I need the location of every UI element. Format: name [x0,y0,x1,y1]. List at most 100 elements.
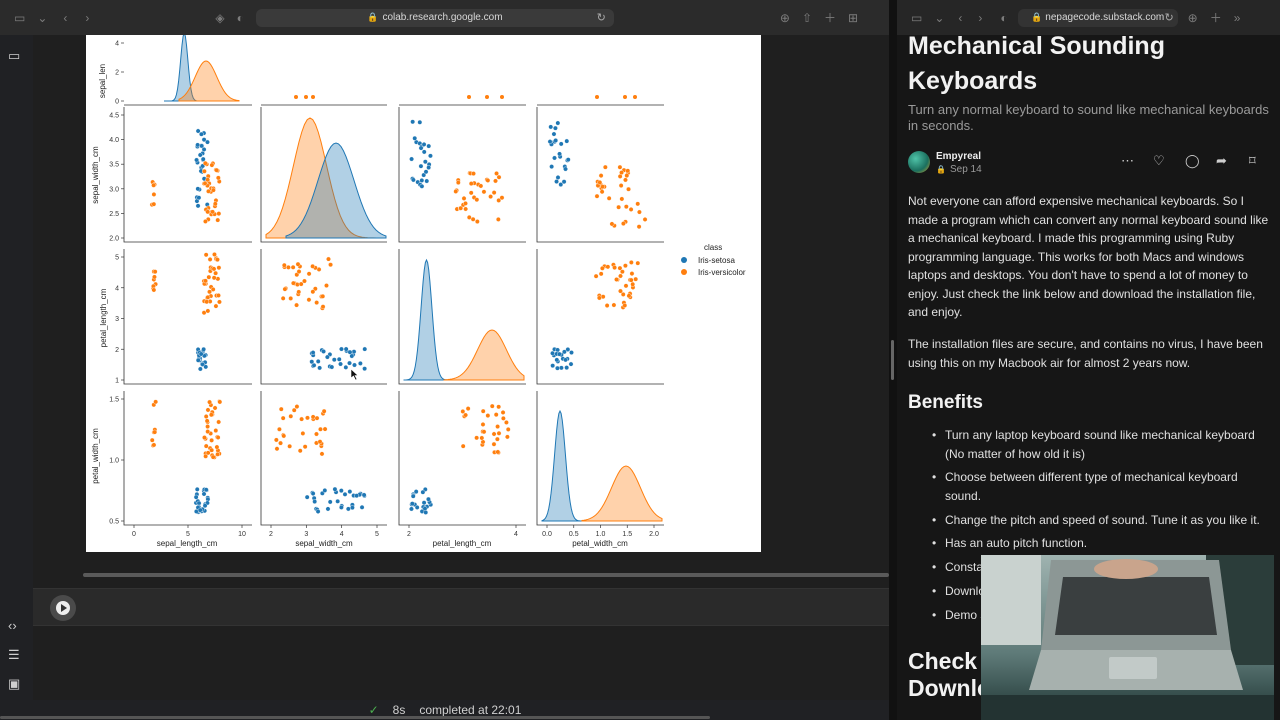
output-horizontal-scrollbar[interactable] [83,573,889,577]
scatter-point-versicolor [505,427,511,432]
chevron-down-icon[interactable]: ⌄ [37,10,48,25]
webcam-image [981,555,1274,720]
new-tab-icon[interactable]: ＋ [1209,10,1222,25]
y-tick-label: 2 [115,70,119,77]
status-scrollbar[interactable] [0,716,710,719]
scatter-point-versicolor [598,173,604,179]
code-cell[interactable] [33,588,889,626]
y-tick-label: 3.5 [109,162,119,169]
more-icon[interactable]: ⋯ [1121,153,1134,168]
tab-overview-icon[interactable]: ⊞ [848,10,859,25]
scatter-point-setosa [413,489,419,495]
right-url-text: nepagecode.substack.com [1045,12,1165,23]
scatter-point-versicolor [210,287,216,292]
scatter-point-setosa [194,157,199,163]
x-tick-label: 4 [340,531,344,538]
scatter-point-versicolor [636,224,642,230]
right-url-bar[interactable]: 🔒 nepagecode.substack.com ↻ [1017,8,1178,27]
new-tab-icon[interactable]: ＋ [824,10,837,25]
legend-label-versicolor: Iris-versicolor [698,268,746,277]
y-tick-label: 2.5 [109,211,119,218]
scatter-point-versicolor [217,299,222,305]
scatter-point-versicolor [306,271,312,277]
left-url-bar[interactable]: 🔒 colab.research.google.com ↻ [255,8,614,27]
play-icon [56,601,70,615]
scatter-point-versicolor [291,407,297,413]
run-cell-button[interactable] [50,595,76,621]
scatter-point-setosa [339,346,344,352]
kde-versicolor [443,329,525,381]
scatter-point-versicolor [295,261,301,267]
scatter-point-versicolor [207,289,212,295]
scatter-point-setosa [317,365,323,371]
scatter-point-setosa [421,172,427,178]
scatter-point-versicolor [618,183,624,188]
scatter-point-versicolor [496,198,502,203]
scatter-point-setosa [548,124,554,130]
avatar[interactable] [908,151,930,173]
x-tick-label: 5 [375,531,379,538]
chevron-down-icon[interactable]: ⌄ [934,10,945,25]
kde-versicolor [265,117,377,239]
x-tick-label: 10 [238,531,246,538]
scatter-point-setosa [199,131,204,137]
scatter-point-setosa [362,346,368,352]
chevron-right-icon[interactable]: › [85,10,90,25]
scatter-point-setosa [347,360,352,366]
reload-icon[interactable]: ↻ [596,12,606,24]
panel-axis [398,391,526,526]
scatter-point-setosa [198,351,204,357]
download-icon[interactable]: ⊕ [1187,10,1198,25]
chevron-left-icon[interactable]: ‹ [63,10,68,25]
sidebar-icon[interactable]: ▭ [911,10,923,25]
comment-icon[interactable]: ◯ [1185,153,1200,168]
panel-axis [398,107,526,243]
folder-icon[interactable]: ▭ [8,48,21,63]
reader-icon[interactable]: ◐ [1000,10,1008,25]
more-tabs-icon[interactable]: » [1233,10,1241,25]
scatter-point-setosa [349,353,355,359]
share-icon[interactable]: ⇧ [801,10,813,25]
scatter-point-setosa [203,487,209,493]
command-palette-icon[interactable]: ☰ [8,647,20,662]
divider-handle[interactable] [891,340,894,380]
scatter-point-versicolor [595,95,599,99]
x-tick-label: 2.0 [649,531,659,538]
kde-versicolor [581,465,663,522]
scatter-point-setosa [421,149,427,155]
scatter-point-setosa [195,357,201,363]
scatter-point-setosa [195,203,201,209]
scatter-point-setosa [203,364,209,370]
scatter-point-versicolor [474,435,480,441]
scatter-point-setosa [347,489,353,495]
scatter-point-versicolor [203,278,208,284]
scatter-point-versicolor [614,277,619,282]
chevron-left-icon[interactable]: ‹ [958,10,963,25]
download-icon[interactable]: ⊕ [779,10,790,25]
chevron-right-icon[interactable]: › [978,10,983,25]
scatter-point-versicolor [314,300,320,306]
code-snippets-icon[interactable]: ‹› [8,618,17,633]
scatter-point-versicolor [485,413,491,418]
scatter-point-versicolor [474,197,480,203]
publish-date: 🔒 Sep 14 [936,164,982,175]
sidebar-icon[interactable]: ▭ [14,10,26,25]
reader-icon[interactable]: ◐ [236,10,244,25]
scatter-point-versicolor [204,299,210,305]
x-label-sepal-length: sepal_length_cm [157,539,218,548]
scatter-point-versicolor [460,409,466,414]
bookmark-icon[interactable]: ⌑ [1249,153,1256,168]
webcam-overlay [981,555,1274,720]
scatter-point-versicolor [628,260,634,265]
scatter-point-setosa [555,347,560,353]
y-tick-label: 1.0 [109,458,119,465]
scatter-point-setosa [426,496,431,502]
terminal-icon[interactable]: ▣ [8,676,21,691]
reload-icon[interactable]: ↻ [1164,12,1174,24]
status-text: completed at 22:01 [419,703,522,717]
share-icon[interactable]: ➦ [1216,153,1227,168]
heart-icon[interactable]: ♡ [1153,153,1165,168]
scatter-point-setosa [555,365,560,371]
author-name[interactable]: Empyreal [936,151,982,162]
shield-icon[interactable]: ◈ [215,10,225,25]
